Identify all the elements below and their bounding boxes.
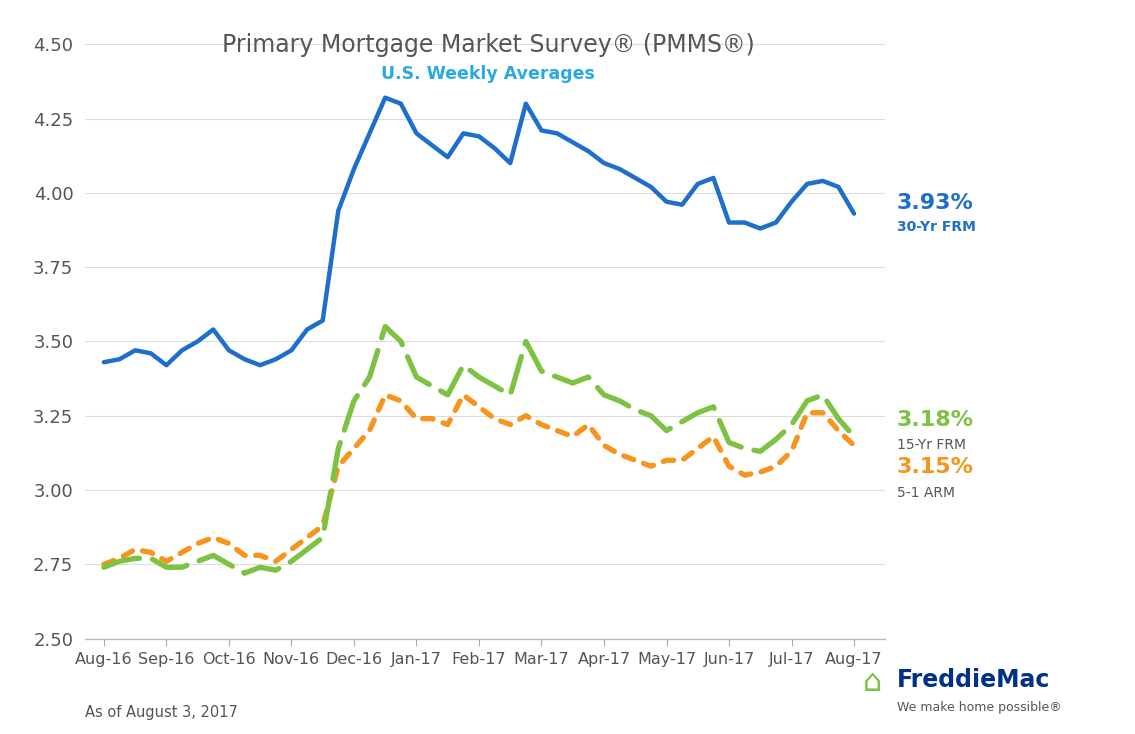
Text: As of August 3, 2017: As of August 3, 2017 (85, 705, 238, 719)
Text: Primary Mortgage Market Survey® (PMMS®): Primary Mortgage Market Survey® (PMMS®) (221, 33, 755, 57)
Text: 15-Yr FRM: 15-Yr FRM (897, 438, 966, 452)
Text: 30-Yr FRM: 30-Yr FRM (897, 219, 975, 234)
Text: 3.15%: 3.15% (897, 457, 974, 477)
Text: ⌂: ⌂ (863, 668, 882, 697)
Text: 3.18%: 3.18% (897, 410, 974, 430)
Text: We make home possible®: We make home possible® (897, 701, 1061, 714)
Text: FreddieMac: FreddieMac (897, 668, 1050, 692)
Text: 3.93%: 3.93% (897, 192, 974, 213)
Text: U.S. Weekly Averages: U.S. Weekly Averages (381, 65, 595, 83)
Text: 5-1 ARM: 5-1 ARM (897, 486, 955, 500)
